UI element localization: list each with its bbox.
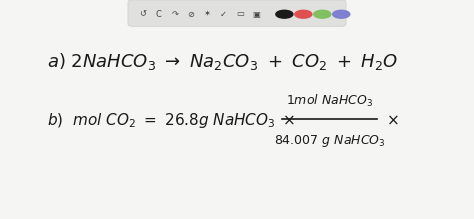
Circle shape: [314, 10, 331, 18]
Circle shape: [333, 10, 350, 18]
Circle shape: [295, 10, 312, 18]
Text: ✶: ✶: [204, 10, 211, 19]
Text: ▣: ▣: [252, 10, 260, 19]
Text: ↺: ↺: [139, 10, 146, 19]
Text: $a)\ 2NaHCO_3\ \rightarrow\ Na_2CO_3\ +\ CO_2\ +\ H_2O$: $a)\ 2NaHCO_3\ \rightarrow\ Na_2CO_3\ +\…: [47, 51, 399, 72]
Text: ⊘: ⊘: [187, 10, 194, 19]
Text: C: C: [155, 10, 161, 19]
FancyBboxPatch shape: [128, 0, 346, 26]
Circle shape: [276, 10, 293, 18]
Text: ▭: ▭: [236, 10, 244, 19]
Text: ↷: ↷: [171, 10, 178, 19]
Text: ✓: ✓: [220, 10, 227, 19]
Text: $1mol\ NaHCO_3$: $1mol\ NaHCO_3$: [286, 93, 373, 109]
Text: $b)\ \ mol\ CO_2\ =\ 26.8g\ NaHCO_3\ \times$: $b)\ \ mol\ CO_2\ =\ 26.8g\ NaHCO_3\ \ti…: [47, 111, 296, 130]
Text: $\times$: $\times$: [386, 113, 399, 128]
Text: $84.007\ g\ NaHCO_3$: $84.007\ g\ NaHCO_3$: [273, 133, 385, 149]
